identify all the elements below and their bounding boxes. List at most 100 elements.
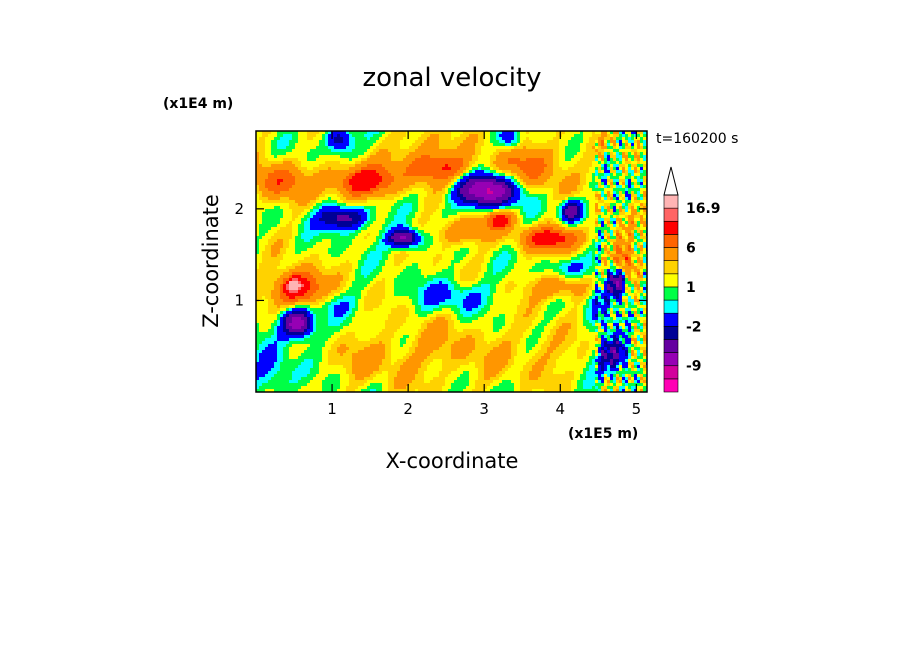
field-cell xyxy=(460,212,464,216)
field-cell xyxy=(289,152,293,156)
field-cell xyxy=(409,197,413,201)
field-cell xyxy=(292,134,296,138)
field-cell xyxy=(373,215,377,219)
field-cell xyxy=(364,131,368,135)
field-cell xyxy=(334,173,338,177)
field-cell xyxy=(538,179,542,183)
field-cell xyxy=(640,218,644,222)
field-cell xyxy=(352,227,356,231)
field-cell xyxy=(370,239,374,243)
field-cell xyxy=(352,242,356,246)
field-cell xyxy=(367,233,371,237)
field-cell xyxy=(598,209,602,213)
field-cell xyxy=(373,170,377,174)
field-cell xyxy=(394,185,398,189)
field-cell xyxy=(598,131,602,135)
field-cell xyxy=(415,188,419,192)
field-cell xyxy=(604,236,608,240)
field-cell xyxy=(313,140,317,144)
field-cell xyxy=(298,146,302,150)
field-cell xyxy=(568,143,572,147)
field-cell xyxy=(634,170,638,174)
field-cell xyxy=(493,209,497,213)
field-cell xyxy=(346,224,350,228)
field-cell xyxy=(616,140,620,144)
field-cell xyxy=(619,200,623,204)
field-cell xyxy=(430,140,434,144)
field-cell xyxy=(475,185,479,189)
field-cell xyxy=(613,197,617,201)
field-cell xyxy=(463,143,467,147)
field-cell xyxy=(496,191,500,195)
field-cell xyxy=(427,221,431,225)
field-cell xyxy=(616,137,620,141)
field-cell xyxy=(424,224,428,228)
field-cell xyxy=(409,209,413,213)
field-cell xyxy=(445,188,449,192)
field-cell xyxy=(484,242,488,246)
field-cell xyxy=(463,161,467,165)
field-cell xyxy=(457,230,461,234)
field-cell xyxy=(358,146,362,150)
field-cell xyxy=(601,224,605,228)
field-cell xyxy=(334,212,338,216)
field-cell xyxy=(529,143,533,147)
field-cell xyxy=(337,194,341,198)
field-cell xyxy=(577,182,581,186)
field-cell xyxy=(577,167,581,171)
field-cell xyxy=(469,221,473,225)
field-cell xyxy=(286,206,290,210)
field-cell xyxy=(337,137,341,141)
field-cell xyxy=(550,140,554,144)
field-cell xyxy=(283,242,287,246)
field-cell xyxy=(457,167,461,171)
field-cell xyxy=(508,143,512,147)
field-cell xyxy=(289,161,293,165)
field-cell xyxy=(295,230,299,234)
field-cell xyxy=(265,182,269,186)
field-cell xyxy=(613,236,617,240)
field-cell xyxy=(319,134,323,138)
field-cell xyxy=(550,137,554,141)
field-cell xyxy=(568,224,572,228)
field-cell xyxy=(319,212,323,216)
field-cell xyxy=(523,215,527,219)
field-cell xyxy=(625,209,629,213)
field-cell xyxy=(331,227,335,231)
field-cell xyxy=(328,143,332,147)
field-cell xyxy=(634,212,638,216)
field-cell xyxy=(439,188,443,192)
field-cell xyxy=(328,173,332,177)
field-cell xyxy=(385,131,389,135)
field-cell xyxy=(295,173,299,177)
field-cell xyxy=(553,209,557,213)
field-cell xyxy=(277,206,281,210)
field-cell xyxy=(451,176,455,180)
field-cell xyxy=(439,185,443,189)
field-cell xyxy=(433,200,437,204)
field-cell xyxy=(589,134,593,138)
field-cell xyxy=(559,146,563,150)
field-cell xyxy=(355,146,359,150)
field-cell xyxy=(550,161,554,165)
field-cell xyxy=(340,155,344,159)
field-cell xyxy=(346,167,350,171)
field-cell xyxy=(544,197,548,201)
field-cell xyxy=(340,230,344,234)
field-cell xyxy=(424,242,428,246)
field-cell xyxy=(304,239,308,243)
field-cell xyxy=(379,212,383,216)
field-cell xyxy=(592,164,596,168)
field-cell xyxy=(430,212,434,216)
field-cell xyxy=(631,191,635,195)
field-cell xyxy=(352,218,356,222)
field-cell xyxy=(604,176,608,180)
field-cell xyxy=(364,215,368,219)
field-cell xyxy=(565,194,569,198)
field-cell xyxy=(640,146,644,150)
field-cell xyxy=(640,182,644,186)
field-cell xyxy=(421,155,425,159)
field-cell xyxy=(616,206,620,210)
field-cell xyxy=(442,242,446,246)
field-cell xyxy=(619,158,623,162)
